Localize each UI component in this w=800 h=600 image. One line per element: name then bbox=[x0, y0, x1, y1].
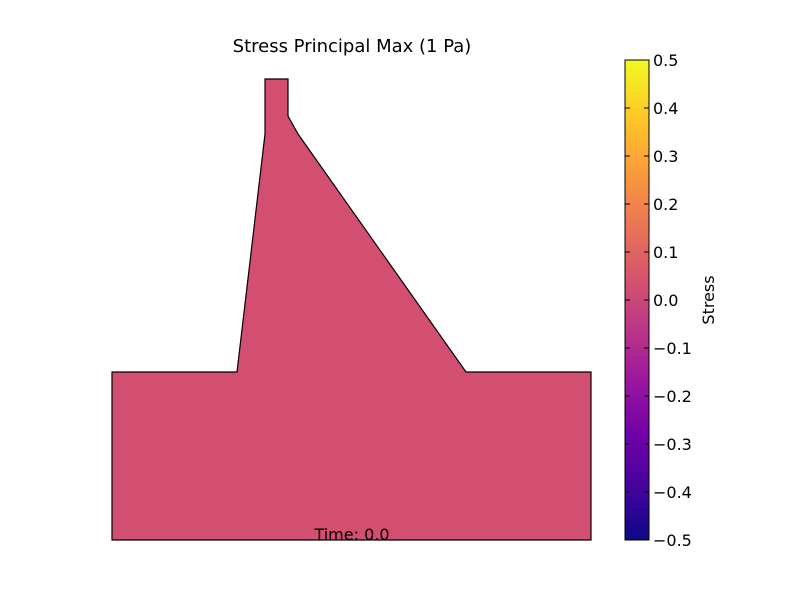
colorbar-tick-label: −0.4 bbox=[653, 483, 692, 502]
colorbar-tick-label: −0.3 bbox=[653, 435, 692, 454]
colorbar-tick-label: 0.2 bbox=[653, 195, 678, 214]
colorbar-tick-label: −0.5 bbox=[653, 531, 692, 550]
colorbar-tick-label: 0.5 bbox=[653, 51, 678, 70]
colorbar-tick-label: −0.1 bbox=[653, 339, 692, 358]
chart-title: Stress Principal Max (1 Pa) bbox=[233, 36, 472, 57]
colorbar-tick-label: −0.2 bbox=[653, 387, 692, 406]
colorbar-tick-label: 0.0 bbox=[653, 291, 678, 310]
colorbar-tick-label: 0.3 bbox=[653, 147, 678, 166]
time-annotation: Time: 0.0 bbox=[313, 525, 389, 544]
colorbar-ticks: 0.5 0.4 0.3 0.2 0.1 0.0 −0.1 −0.2 −0.3 −0.4 −0.5 bbox=[625, 51, 692, 550]
colorbar-label: Stress bbox=[699, 275, 718, 324]
colorbar-tick-label: 0.4 bbox=[653, 99, 678, 118]
dam-cross-section bbox=[111, 78, 592, 541]
colorbar-tick-label: 0.1 bbox=[653, 243, 678, 262]
